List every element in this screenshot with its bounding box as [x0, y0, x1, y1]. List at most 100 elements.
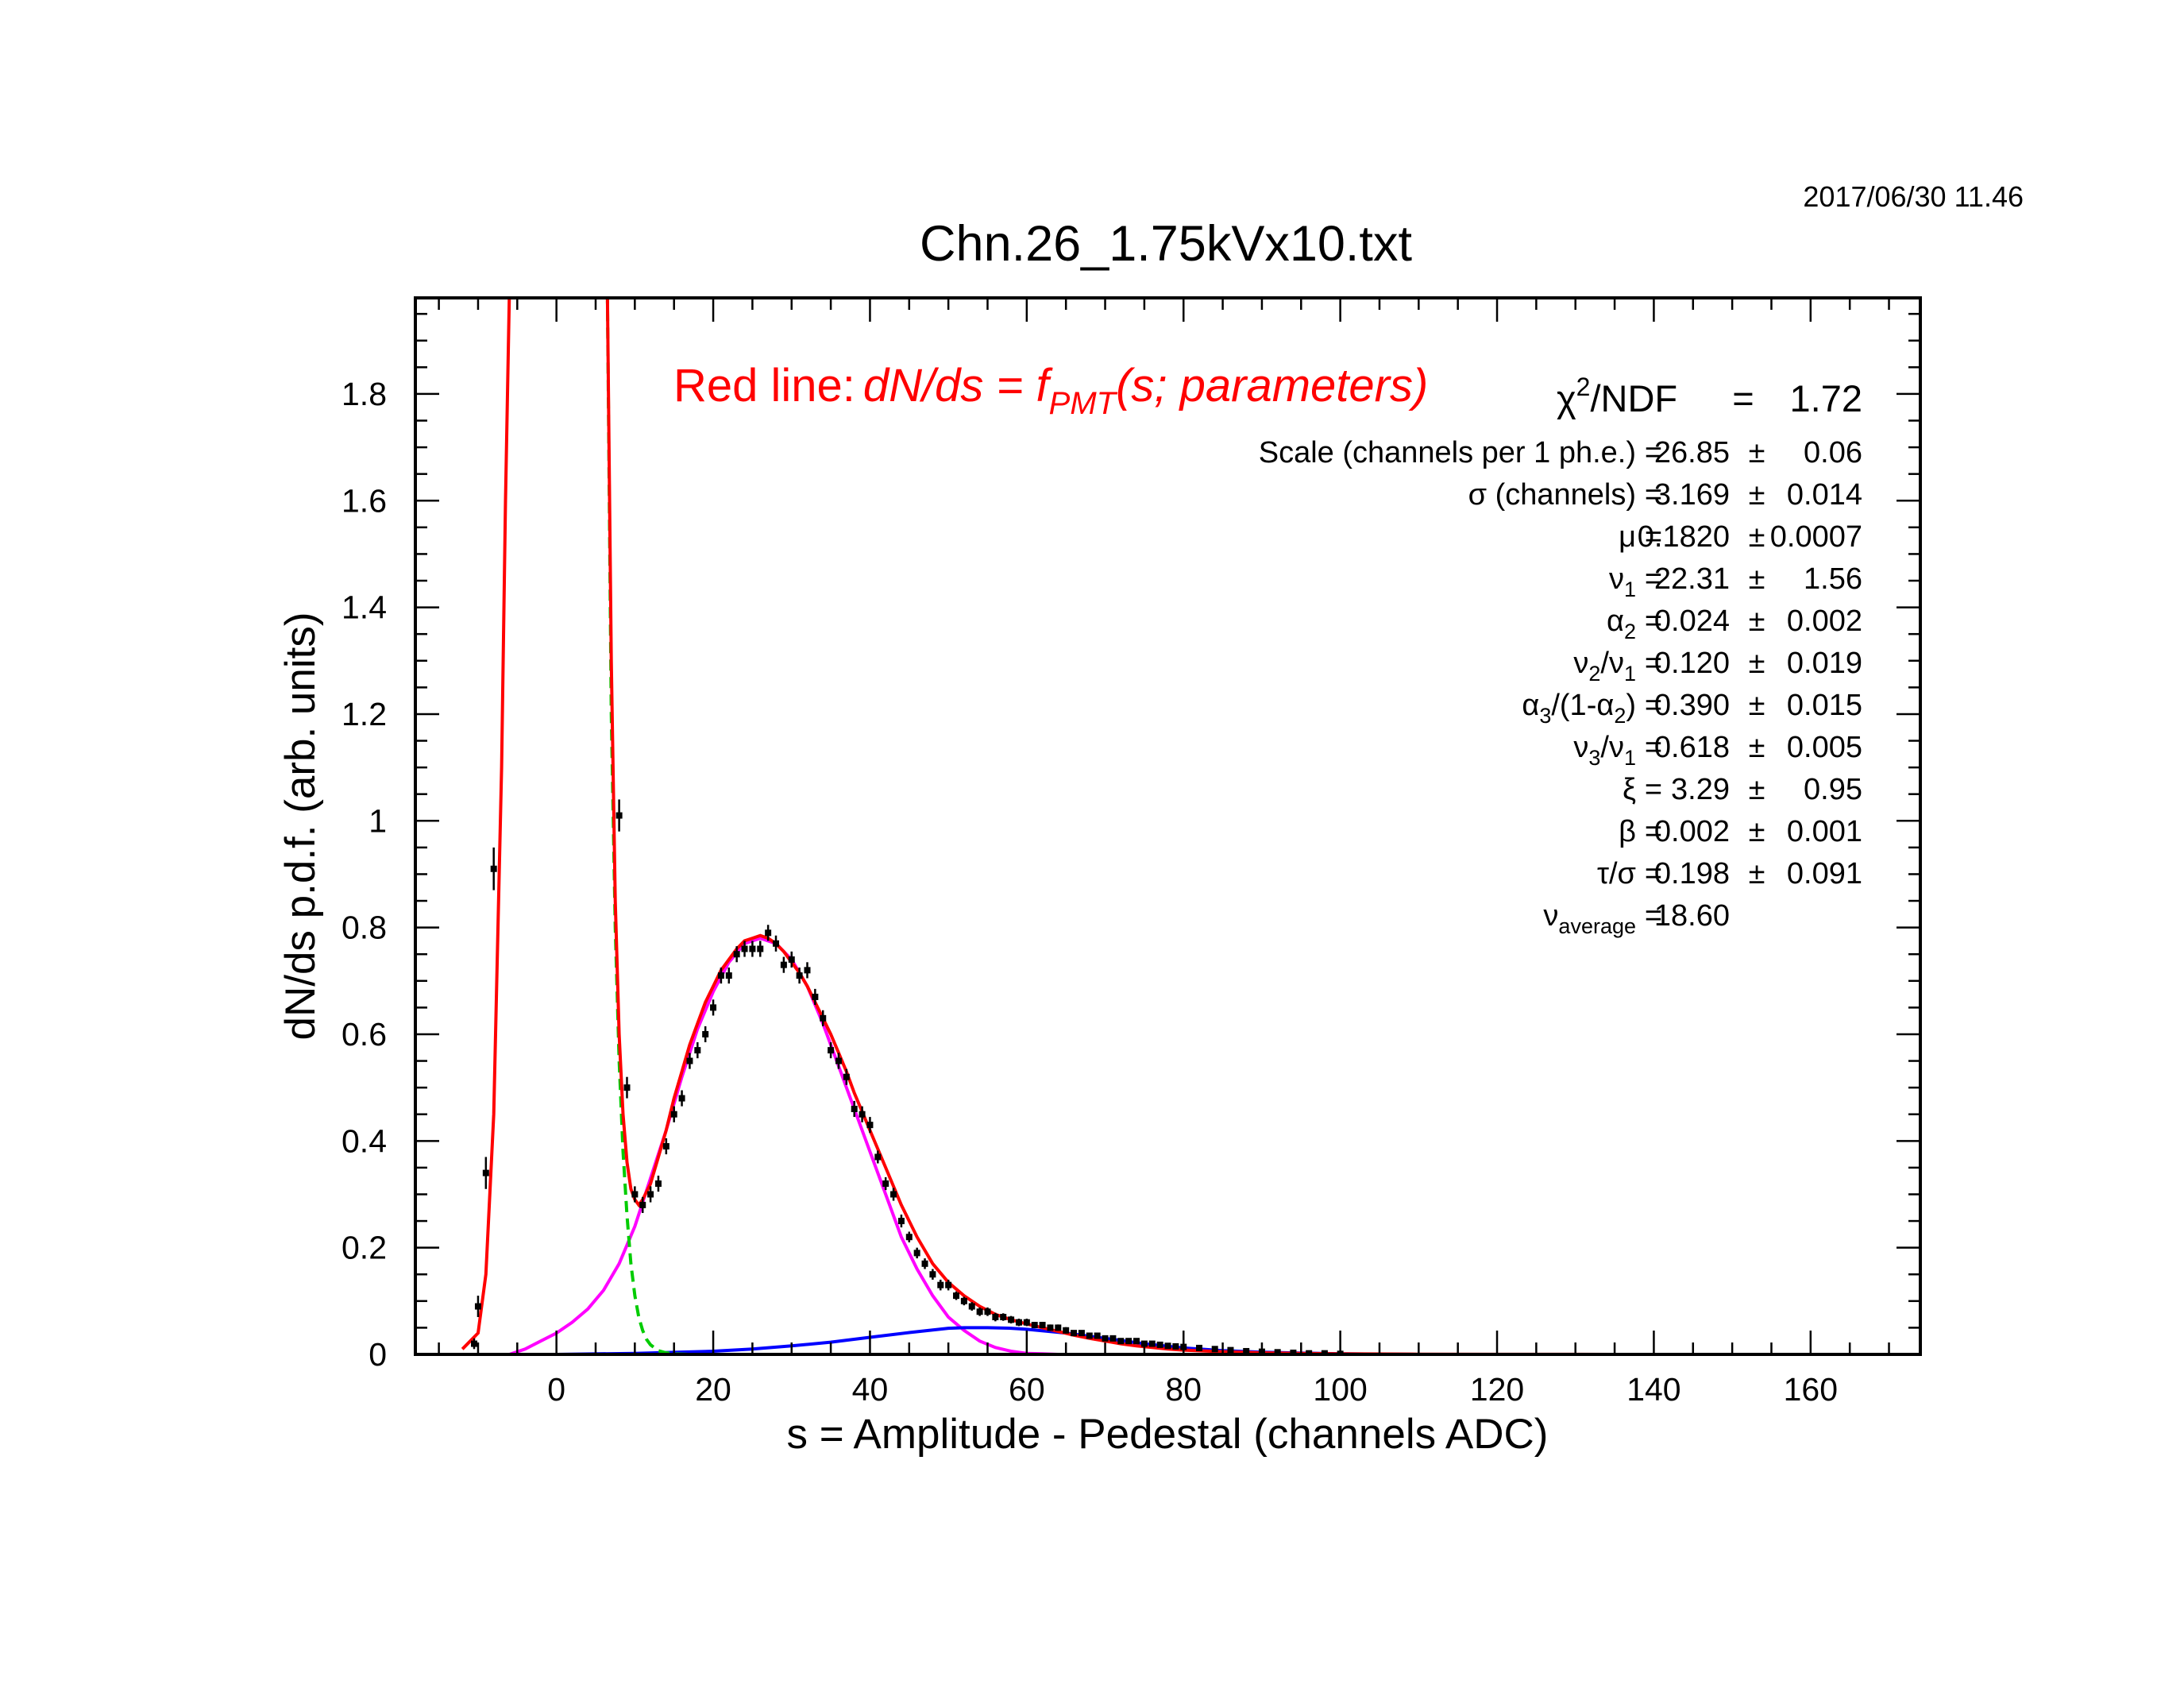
fit-param-label: ν1 [1609, 562, 1636, 601]
fit-param-eq: = [1645, 899, 1662, 933]
fit-param-pm: ± [1749, 562, 1765, 596]
fit-param-value: 0.1820 [1638, 520, 1730, 554]
legend-formula-main: dN/ds = f [863, 360, 1054, 411]
data-point [1078, 1330, 1085, 1337]
chart-title: Chn.26_1.75kVx10.txt [920, 216, 1412, 272]
data-point [976, 1307, 983, 1316]
x-tick-label: 0 [547, 1371, 565, 1408]
fit-param-alpha3: α3/(1-α2) =0.390 ±0.015 [1522, 689, 1862, 728]
data-point [474, 1296, 481, 1317]
data-point [1195, 1344, 1202, 1351]
data-point [1039, 1322, 1046, 1329]
fit-param-err: 1.56 [1804, 562, 1862, 596]
legend-prefix: Red line: [673, 360, 855, 411]
y-tick-label: 1.4 [341, 589, 387, 626]
data-point [1094, 1332, 1101, 1339]
data-point [960, 1296, 967, 1306]
fit-param-label: τ/σ [1597, 857, 1636, 890]
fit-param-eq: = [1645, 562, 1662, 596]
data-point [796, 968, 803, 984]
chi2-eq: = [1732, 377, 1754, 419]
data-point [694, 1042, 701, 1059]
data-point [968, 1302, 975, 1311]
fit-param-err: 0.015 [1787, 689, 1862, 722]
fit-param-err: 0.06 [1804, 436, 1862, 469]
data-point [788, 951, 795, 968]
fit-param-nuavg: νaverage =18.60 [1543, 899, 1730, 938]
data-point [851, 1100, 858, 1118]
data-point [482, 1157, 489, 1189]
data-point [1133, 1338, 1140, 1345]
fit-param-eq: = [1645, 731, 1662, 764]
fit-param-pm: ± [1749, 605, 1765, 638]
data-point [662, 1138, 669, 1155]
data-point [757, 941, 764, 957]
y-axis-label: dN/ds p.d.f. (arb. units) [277, 612, 324, 1040]
fit-param-pm: ± [1749, 857, 1765, 890]
y-tick-label: 0 [369, 1336, 387, 1373]
fit-param-label: β [1619, 815, 1636, 848]
data-point [843, 1068, 850, 1085]
data-point [882, 1176, 889, 1191]
fit-param-value: 22.31 [1654, 562, 1730, 596]
legend-red-line: Red line: dN/ds = fPMT(s; parameters) [673, 360, 1428, 421]
fit-param-sigma: σ (channels) =3.169 ±0.014 [1468, 478, 1862, 512]
fit-param-label: α2 [1607, 605, 1636, 643]
data-point [874, 1150, 882, 1164]
y-tick-label: 0.6 [341, 1016, 387, 1053]
fit-param-eq: = [1645, 815, 1662, 848]
data-point [749, 941, 756, 957]
fit-param-eq: = [1645, 605, 1662, 638]
fit-param-pm: ± [1749, 520, 1765, 554]
data-point [921, 1258, 928, 1269]
fit-param-value: 3.29 [1671, 773, 1730, 806]
fit-param-label: μ [1619, 520, 1636, 554]
fit-param-pm: ± [1749, 731, 1765, 764]
fit-param-err: 0.005 [1787, 731, 1862, 764]
data-point [913, 1247, 920, 1259]
data-point [1164, 1342, 1171, 1350]
data-point [866, 1117, 874, 1134]
fit-results: χ2/NDF = 1.72 Scale (channels per 1 ph.e.) =… [1259, 373, 1862, 938]
data-point [1071, 1330, 1078, 1337]
fit-param-pm: ± [1749, 815, 1765, 848]
data-point [702, 1026, 709, 1043]
x-tick-label: 60 [1009, 1371, 1045, 1408]
fit-curve-0 [461, 298, 1733, 1354]
fit-param-nu1: ν1 =22.31 ±1.56 [1609, 562, 1862, 601]
data-point [725, 968, 732, 984]
fit-param-err: 0.002 [1787, 605, 1862, 638]
data-point [1109, 1335, 1117, 1342]
fit-param-alpha2: α2 =0.024 ±0.002 [1607, 605, 1862, 643]
data-point [717, 968, 724, 984]
data-points [471, 799, 1344, 1354]
data-point [1031, 1322, 1038, 1329]
data-point [1148, 1340, 1156, 1347]
data-point [1125, 1338, 1133, 1345]
data-point [953, 1291, 960, 1300]
data-point [897, 1215, 905, 1228]
data-point [733, 946, 740, 963]
data-point [1008, 1315, 1015, 1324]
data-point [945, 1279, 952, 1291]
data-point [773, 935, 780, 952]
x-axis-label: s = Amplitude - Pedestal (channels ADC) [787, 1411, 1549, 1458]
data-point [686, 1053, 693, 1069]
x-tick-label: 100 [1313, 1371, 1367, 1408]
data-point [1156, 1341, 1163, 1348]
x-tick-label: 40 [852, 1371, 889, 1408]
legend-formula-sub: PMT [1049, 386, 1118, 421]
fit-curves [461, 298, 1733, 1354]
fit-param-err: 0.019 [1787, 647, 1862, 680]
data-point [1015, 1318, 1022, 1327]
fit-param-value: 0.120 [1654, 647, 1730, 680]
fit-param-eq: = [1645, 436, 1662, 469]
data-point [1086, 1332, 1093, 1339]
plot-frame [414, 296, 1922, 1356]
data-point [741, 941, 748, 957]
data-point [1047, 1324, 1054, 1331]
x-tick-label: 140 [1626, 1371, 1680, 1408]
data-point [1023, 1318, 1030, 1327]
chi2-value: 1.72 [1790, 377, 1862, 419]
